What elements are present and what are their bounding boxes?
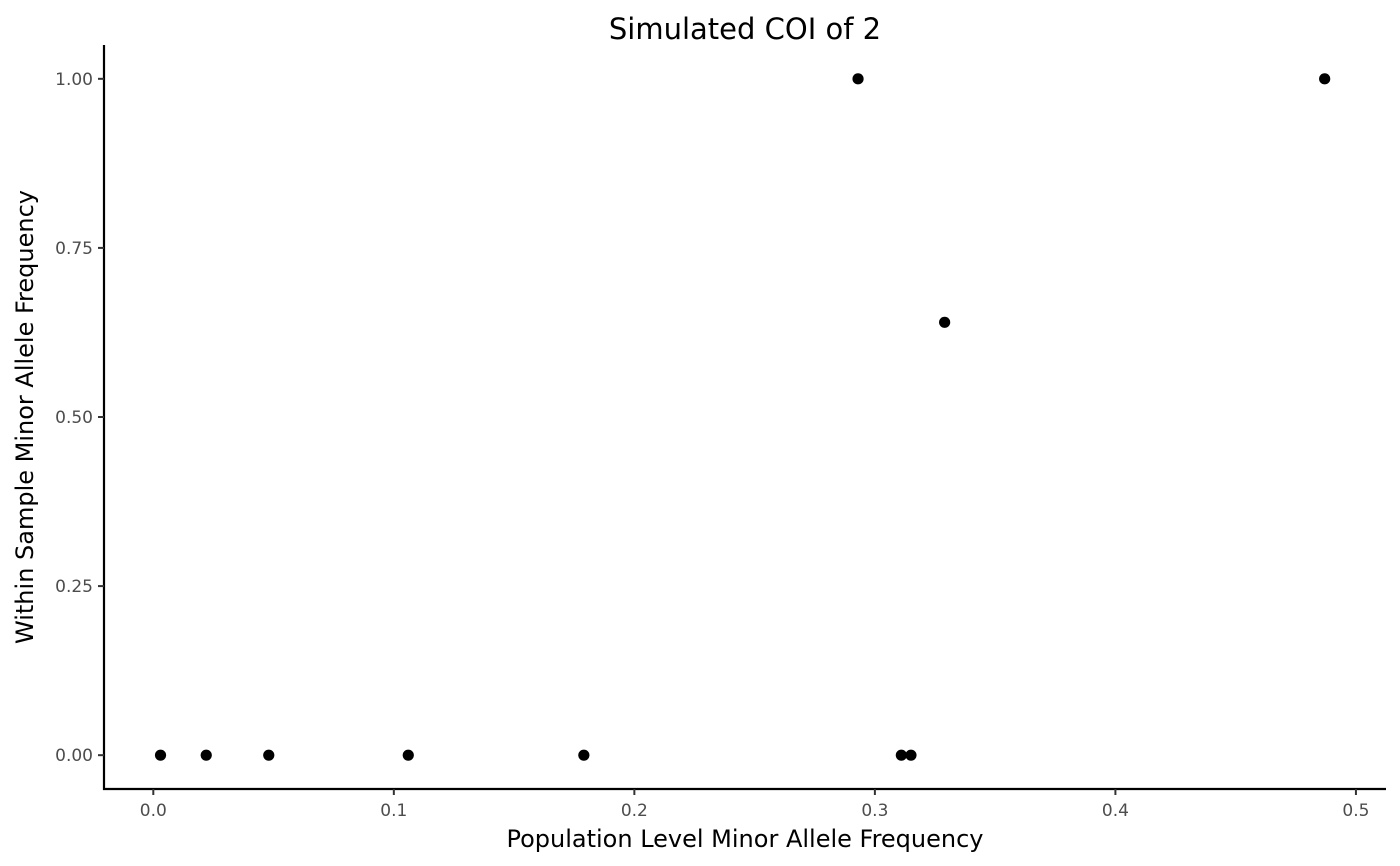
y-tick-label: 0.75 (55, 239, 93, 259)
chart-title: Simulated COI of 2 (609, 12, 881, 46)
data-point (578, 749, 590, 761)
data-point (200, 749, 212, 761)
x-axis: 0.0 0.1 0.2 0.3 0.4 0.5 (103, 787, 1386, 821)
x-axis-title: Population Level Minor Allele Frequency (506, 825, 983, 853)
y-tick-label: 0.25 (55, 577, 93, 597)
data-point (263, 749, 275, 761)
data-point (154, 749, 167, 761)
y-tick-label: 1.00 (55, 70, 93, 90)
x-tick-label: 0.4 (1102, 801, 1129, 821)
y-tick-label: 0.00 (55, 746, 93, 766)
x-tick-label: 0.1 (380, 801, 407, 821)
y-axis: 0.00 0.25 0.50 0.75 1.00 (55, 45, 106, 790)
data-points (154, 73, 1331, 761)
y-axis-title: Within Sample Minor Allele Frequency (11, 190, 39, 644)
x-tick-label: 0.5 (1342, 801, 1369, 821)
data-point (939, 316, 951, 328)
y-tick-label: 0.50 (55, 408, 93, 428)
x-tick-label: 0.0 (140, 801, 167, 821)
data-point (895, 749, 907, 761)
data-point (402, 749, 414, 761)
x-tick-label: 0.2 (621, 801, 648, 821)
x-tick-label: 0.3 (861, 801, 888, 821)
data-point (1319, 73, 1331, 85)
data-point (905, 749, 917, 761)
data-point (852, 73, 864, 85)
